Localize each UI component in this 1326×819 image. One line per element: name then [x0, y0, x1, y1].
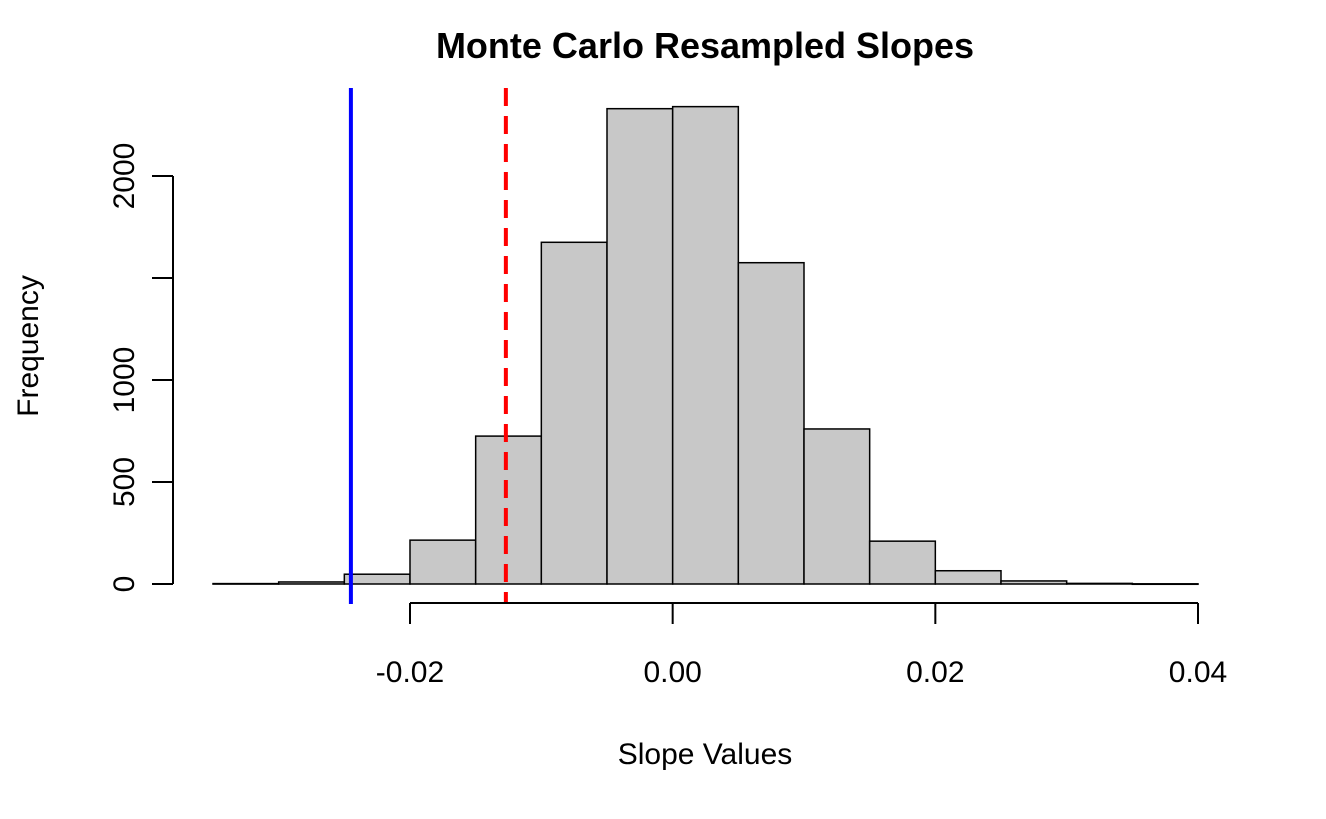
- histogram-bar: [409, 539, 477, 585]
- y-tick-label: 2000: [108, 143, 141, 210]
- histogram-bar: [474, 435, 543, 585]
- x-tick-label: 0.00: [643, 656, 701, 689]
- histogram-bars: [212, 105, 1199, 586]
- histogram-bar: [1065, 582, 1134, 585]
- histogram-bar: [1131, 583, 1199, 586]
- y-axis-label: Frequency: [12, 275, 45, 417]
- histogram-bar: [212, 582, 280, 585]
- x-tick-label: 0.02: [906, 656, 964, 689]
- x-axis: -0.02 0.00 0.02 0.04: [376, 602, 1227, 689]
- histogram-bar: [803, 428, 871, 585]
- chart-title: Monte Carlo Resampled Slopes: [436, 25, 974, 66]
- y-tick-label: 1000: [108, 347, 141, 414]
- histogram-bar: [540, 241, 608, 585]
- y-tick-label: 0: [108, 576, 141, 593]
- histogram-bar: [868, 540, 937, 585]
- histogram-bar: [671, 105, 740, 585]
- histogram-bar: [1000, 580, 1068, 585]
- reference-lines: [348, 88, 508, 604]
- histogram-bar: [343, 573, 411, 585]
- x-tick-label: -0.02: [376, 656, 444, 689]
- x-tick-label: 0.04: [1169, 656, 1227, 689]
- histogram-bar: [277, 581, 346, 585]
- x-axis-label: Slope Values: [618, 738, 793, 771]
- histogram-bar: [934, 569, 1002, 585]
- histogram-bar: [737, 261, 805, 585]
- y-tick-label: 500: [108, 457, 141, 507]
- y-axis: 0 500 1000 2000: [108, 143, 174, 593]
- histogram-bar: [606, 107, 674, 585]
